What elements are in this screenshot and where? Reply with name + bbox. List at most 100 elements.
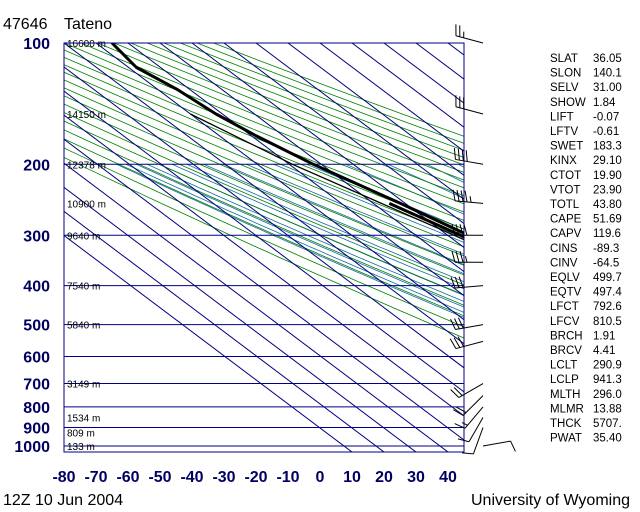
- isotherm-line: [64, 43, 464, 345]
- station-name: Tateno: [64, 16, 112, 33]
- dry-adiabat-line: [64, 112, 464, 286]
- temperature-tick-label: 20: [375, 469, 393, 486]
- profiles: [110, 43, 464, 241]
- height-label: 16600 m: [67, 39, 106, 50]
- index-value: 19.90: [593, 170, 622, 182]
- pressure-tick-label: 100: [23, 36, 50, 53]
- temperature-tick-label: -50: [148, 469, 171, 486]
- moist-adiabat-line: [186, 163, 464, 283]
- pressure-tick-label: 900: [23, 421, 50, 438]
- wind-barb: [462, 427, 484, 455]
- height-label: 809 m: [67, 428, 95, 439]
- index-name: CTOT: [550, 170, 581, 182]
- pressure-tick-label: 300: [23, 228, 50, 245]
- height-labels: 16600 m 14150 m 12378 m 10900 m 9640 m 7540 m…: [67, 39, 106, 453]
- isotherm-line: [64, 90, 464, 393]
- isotherm-line: [64, 162, 449, 452]
- wind-barb: [455, 95, 484, 115]
- height-label: 5840 m: [67, 321, 100, 332]
- index-name: CAPE: [550, 214, 582, 226]
- index-value: 296.0: [593, 389, 622, 401]
- wind-barb: [482, 440, 516, 452]
- temperature-tick-label: -70: [84, 469, 107, 486]
- index-value: 497.4: [593, 287, 622, 299]
- isotherm-line: [319, 43, 464, 152]
- index-name: SLON: [550, 68, 581, 80]
- height-label: 10900 m: [67, 199, 106, 210]
- moist-adiabat-line: [136, 163, 464, 308]
- index-value: 36.05: [593, 53, 622, 65]
- dry-adiabat-line: [64, 120, 464, 296]
- dry-adiabat-line: [64, 87, 464, 257]
- dry-adiabat-line: [64, 129, 464, 306]
- moist-adiabat-line: [116, 163, 464, 318]
- pressure-tick-label: 200: [23, 157, 50, 174]
- moist-adiabat-line: [126, 163, 464, 313]
- index-name: LFCT: [550, 301, 579, 313]
- index-value: -89.3: [593, 243, 619, 255]
- isotherm-line: [64, 114, 464, 417]
- wind-barb: [451, 224, 483, 236]
- mixing-ratio-line: [628, 344, 640, 454]
- wind-barb: [451, 251, 483, 263]
- wind-barb: [457, 417, 484, 443]
- index-value: 35.40: [593, 433, 622, 445]
- temperature-profile: [110, 43, 464, 235]
- wind-barb: [455, 24, 484, 44]
- temperature-tick-label: 10: [343, 469, 361, 486]
- dry-adiabat-line: [64, 49, 464, 213]
- dry-adiabat-line: [64, 103, 464, 276]
- index-name: MLMR: [550, 403, 584, 415]
- index-value: -64.5: [593, 257, 619, 269]
- temperature-tick-label: -30: [212, 469, 235, 486]
- index-value: 51.69: [593, 214, 622, 226]
- temperature-tick-label: -20: [244, 469, 267, 486]
- mixing-ratio-line: [529, 344, 640, 454]
- isotherm-line: [351, 43, 464, 128]
- index-value: 499.7: [593, 272, 622, 284]
- dry-adiabat-line: [64, 147, 464, 328]
- index-value: 1.84: [593, 97, 616, 109]
- temperature-tick-label: -60: [116, 469, 139, 486]
- wind-barb: [450, 317, 484, 331]
- temperature-tick-label: 30: [407, 469, 425, 486]
- isotherm-line: [191, 43, 464, 249]
- index-name: VTOT: [550, 184, 580, 196]
- index-name: CINS: [550, 243, 578, 255]
- temperature-axis-labels: -80 -70 -60 -50 -40 -30 -20 -10 0 10 20 30 40: [52, 469, 457, 486]
- stability-indices: SLAT 36.05 SLON 140.1 SELV 31.00 SHOW 1.84 LIFT -…: [550, 53, 622, 445]
- dry-adiabat-line: [64, 56, 464, 221]
- parcel-profile: [190, 113, 464, 241]
- temperature-tick-label: -80: [52, 469, 75, 486]
- isotherm-line: [64, 210, 385, 452]
- index-value: -0.61: [593, 126, 619, 138]
- moist-adiabat-line: [203, 163, 464, 275]
- index-value: 4.41: [593, 345, 615, 357]
- index-name: BRCH: [550, 330, 583, 342]
- pressure-tick-label: 700: [23, 377, 50, 394]
- index-name: LCLP: [550, 374, 579, 386]
- wind-barb: [450, 383, 484, 398]
- dry-adiabat-line: [64, 71, 464, 239]
- index-name: EQTV: [550, 287, 582, 299]
- isotherm-line: [287, 43, 464, 176]
- index-value: 183.3: [593, 141, 622, 153]
- index-name: BRCV: [550, 345, 582, 357]
- index-value: 810.5: [593, 316, 622, 328]
- index-name: SHOW: [550, 97, 586, 109]
- index-value: 23.90: [593, 184, 622, 196]
- mixing-ratio-lines: [529, 344, 640, 454]
- pressure-tick-label: 600: [23, 350, 50, 367]
- height-label: 9640 m: [67, 231, 100, 242]
- pressure-tick-label: 500: [23, 318, 50, 335]
- height-label: 1534 m: [67, 414, 100, 425]
- index-name: KINX: [550, 155, 577, 167]
- index-name: MLTH: [550, 389, 580, 401]
- index-value: 31.00: [593, 82, 622, 94]
- temperature-tick-label: -40: [180, 469, 203, 486]
- index-name: SWET: [550, 141, 583, 153]
- wind-barb: [452, 189, 484, 204]
- index-value: 29.10: [593, 155, 622, 167]
